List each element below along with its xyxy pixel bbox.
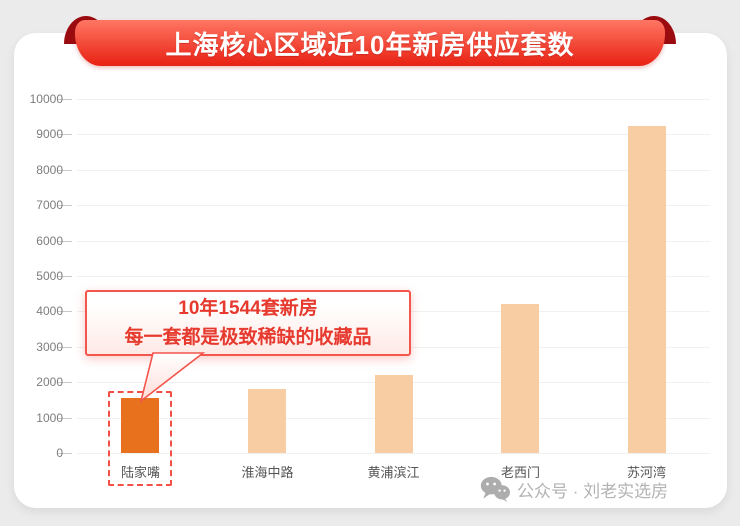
y-tick bbox=[57, 240, 72, 242]
bar-苏河湾 bbox=[628, 126, 666, 453]
chart-card: 0 1000 2000 3000 4000 5000 6000 7000 8000 9000 100… bbox=[14, 33, 727, 508]
watermark-text: 公众号 · 刘老实选房 bbox=[517, 481, 669, 501]
y-tick bbox=[57, 382, 72, 384]
x-axis-label: 陆家嘴 bbox=[120, 465, 160, 480]
bar-陆家嘴 bbox=[121, 398, 159, 453]
gridline bbox=[77, 276, 710, 277]
y-axis-label: 7000 bbox=[36, 198, 63, 213]
y-tick bbox=[57, 276, 72, 277]
y-tick bbox=[57, 99, 72, 100]
ribbon-body: 上海核心区域近10年新房供应套数 bbox=[75, 20, 665, 66]
y-tick bbox=[57, 346, 72, 348]
annotation-line-1: 10年1544套新房 bbox=[178, 297, 318, 319]
gridline bbox=[77, 134, 710, 136]
gridline bbox=[77, 169, 710, 171]
gridline bbox=[77, 205, 710, 207]
y-axis-label: 2000 bbox=[36, 375, 63, 390]
bar-淮海中路 bbox=[248, 389, 286, 453]
page-title: 上海核心区域近10年新房供应套数 bbox=[165, 29, 575, 60]
annotation-pointer bbox=[139, 352, 206, 404]
plot-area: 0 1000 2000 3000 4000 5000 6000 7000 8000 9000 100… bbox=[30, 92, 710, 486]
y-tick bbox=[57, 134, 72, 136]
y-tick bbox=[57, 169, 72, 171]
y-axis-label: 1000 bbox=[36, 410, 63, 425]
annotation-callout: 10年1544套新房 每一套都是极致稀缺的收藏品 bbox=[85, 290, 411, 356]
y-axis-label: 10000 bbox=[29, 92, 63, 106]
gridline bbox=[77, 240, 710, 242]
y-axis-label: 0 bbox=[56, 446, 63, 460]
y-tick bbox=[57, 453, 72, 454]
y-axis-label: 5000 bbox=[36, 269, 63, 283]
x-axis-label: 淮海中路 bbox=[241, 465, 294, 480]
gridline bbox=[77, 453, 710, 454]
gridline bbox=[77, 99, 710, 100]
wechat-icon bbox=[480, 476, 510, 502]
y-tick bbox=[57, 417, 72, 419]
x-axis-label: 苏河湾 bbox=[626, 465, 666, 480]
y-axis-label: 3000 bbox=[36, 339, 63, 354]
watermark: 公众号 · 刘老实选房 bbox=[480, 476, 668, 502]
bar-老西门 bbox=[501, 304, 539, 453]
bar-黄浦滨江 bbox=[375, 375, 413, 453]
x-axis-label: 黄浦滨江 bbox=[367, 465, 420, 480]
y-axis-label: 4000 bbox=[36, 304, 63, 319]
x-axis-label: 老西门 bbox=[500, 465, 540, 480]
y-axis-label: 9000 bbox=[36, 127, 63, 142]
y-axis-label: 8000 bbox=[36, 162, 63, 177]
annotation-line-2: 每一套都是极致稀缺的收藏品 bbox=[124, 327, 372, 348]
y-axis-label: 6000 bbox=[36, 233, 63, 248]
y-tick bbox=[57, 205, 72, 207]
y-tick bbox=[57, 311, 72, 313]
highlight-dashed-box bbox=[108, 391, 172, 486]
title-ribbon: 上海核心区域近10年新房供应套数 bbox=[64, 16, 676, 70]
